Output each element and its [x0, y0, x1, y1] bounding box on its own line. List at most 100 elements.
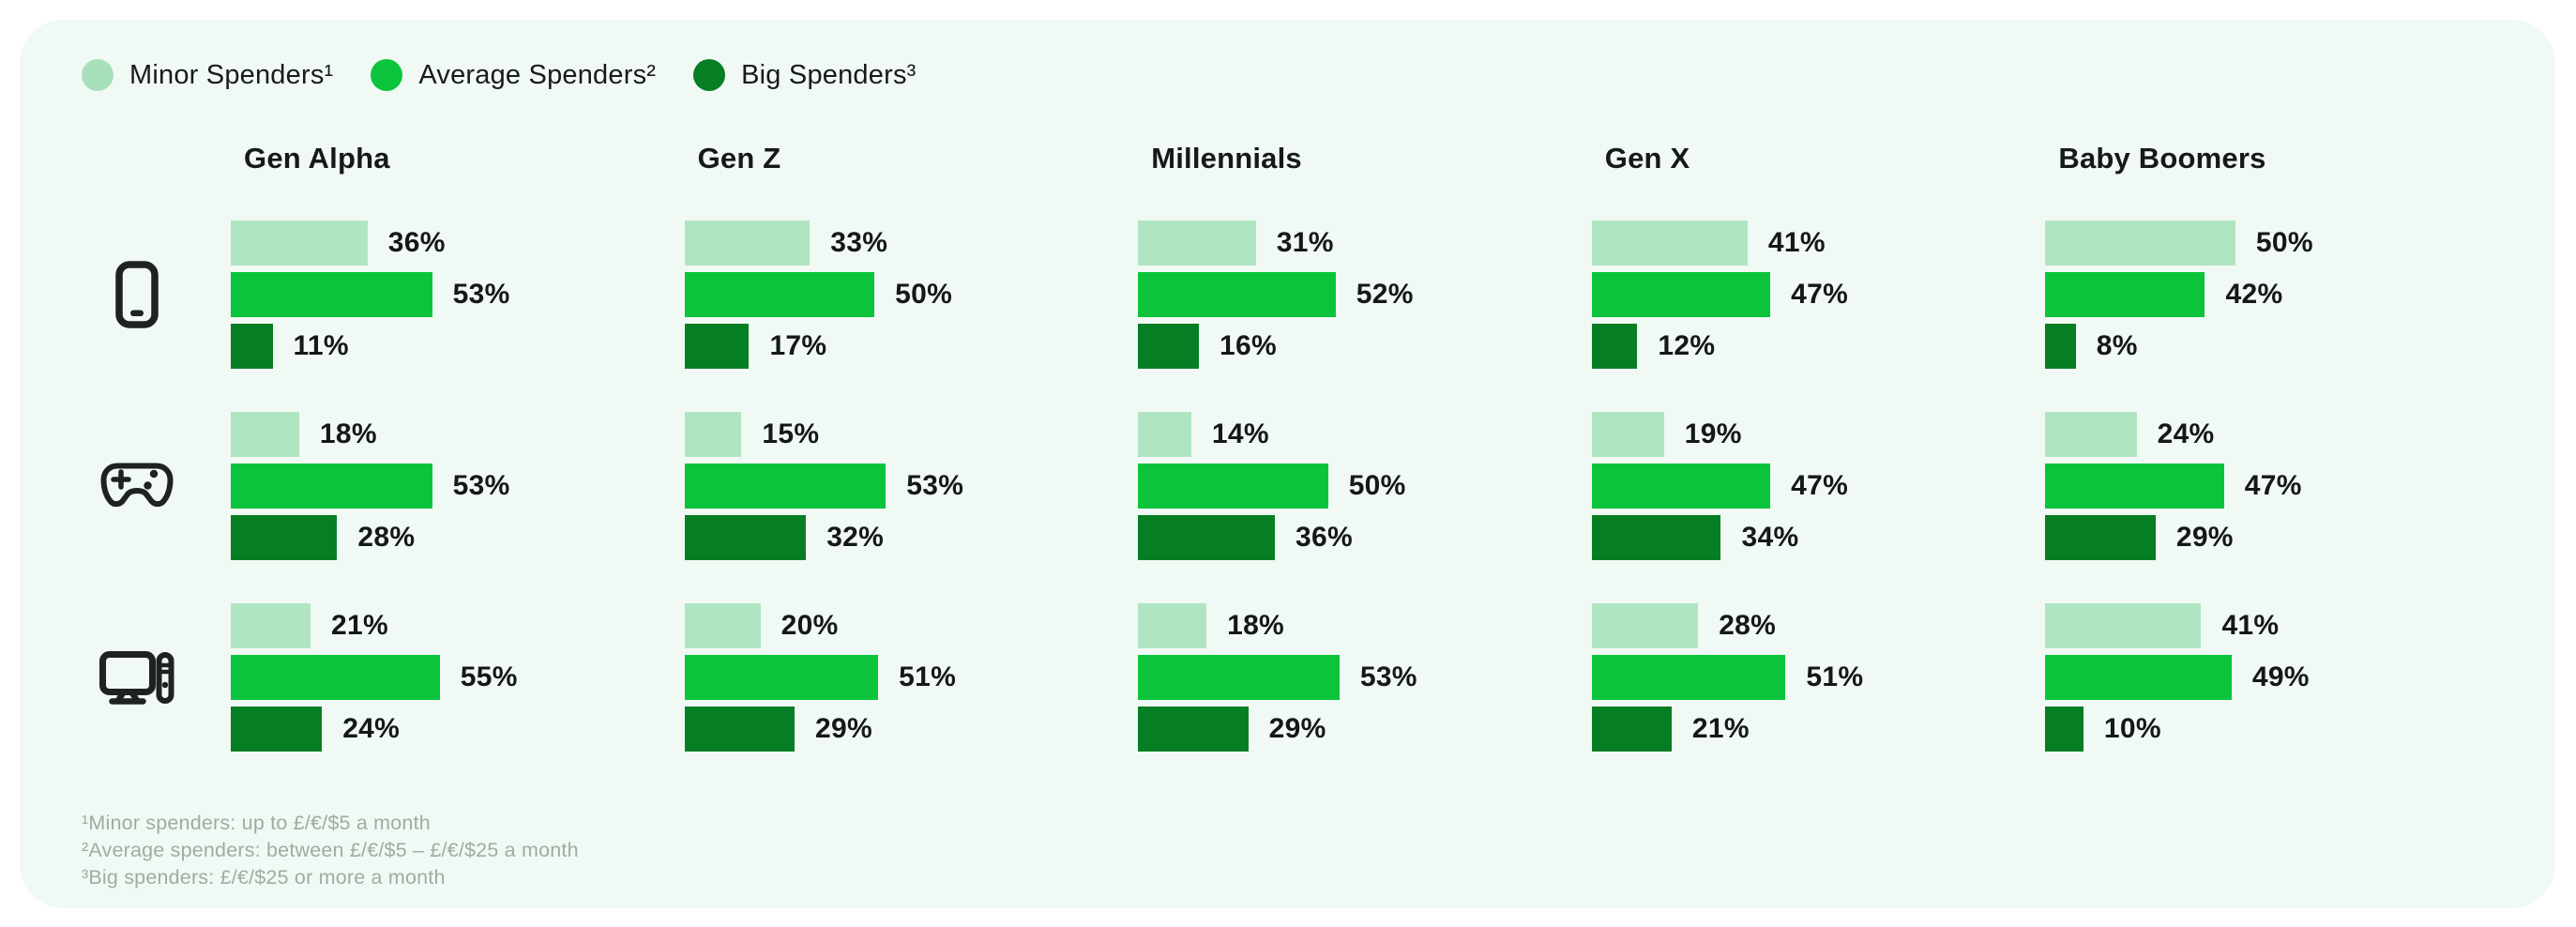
bar-average-spenders — [231, 464, 432, 509]
bar-big-spenders — [2045, 707, 2084, 752]
bar-line-big-spenders: 29% — [2045, 515, 2499, 560]
bar-value-label: 51% — [1806, 661, 1864, 692]
bar-group-game-controller-gen-x: 19% 47% 34% — [1591, 412, 2046, 560]
bar-minor-spenders — [1591, 412, 1664, 457]
bar-line-average-spenders: 47% — [2045, 464, 2499, 509]
legend-item-big-spenders: Big Spenders³ — [693, 59, 916, 91]
average-spenders-dot-icon — [371, 59, 403, 91]
bar-value-label: 29% — [815, 713, 872, 744]
bar-line-minor-spenders: 50% — [2045, 220, 2499, 266]
footnotes: ¹Minor spenders: up to £/€/$5 a month ²A… — [82, 810, 2499, 891]
bar-value-label: 42% — [2225, 279, 2283, 310]
bar-minor-spenders — [684, 412, 742, 457]
bar-group-mobile-phone-baby-boomers: 50% 42% 8% — [2045, 220, 2499, 369]
bar-average-spenders — [1138, 272, 1336, 317]
bar-line-average-spenders: 51% — [1591, 655, 2046, 700]
bar-line-average-spenders: 53% — [231, 272, 685, 317]
bar-value-label: 18% — [1227, 610, 1285, 641]
bar-minor-spenders — [2045, 220, 2235, 266]
bar-average-spenders — [1591, 272, 1771, 317]
bar-average-spenders — [1138, 655, 1340, 700]
bar-line-minor-spenders: 41% — [2045, 603, 2499, 648]
bar-line-average-spenders: 53% — [684, 464, 1139, 509]
bar-big-spenders — [1138, 515, 1275, 560]
column-header-gen-x: Gen X — [1604, 142, 1690, 175]
bar-line-big-spenders: 32% — [684, 515, 1139, 560]
bar-value-label: 16% — [1219, 330, 1277, 361]
device-rows: 36% 53% 11% 33% 50% 17% 31% 52% 16% 41% 47% 12% 50% 4… — [82, 220, 2499, 752]
bar-line-minor-spenders: 15% — [684, 412, 1139, 457]
bar-value-label: 34% — [1741, 522, 1799, 553]
bar-big-spenders — [684, 707, 796, 752]
big-spenders-dot-icon — [693, 59, 726, 91]
bar-line-average-spenders: 53% — [1138, 655, 1592, 700]
bar-value-label: 18% — [319, 418, 377, 449]
bar-average-spenders — [2045, 272, 2205, 317]
bar-group-game-controller-gen-z: 15% 53% 32% — [684, 412, 1139, 560]
bar-value-label: 21% — [1691, 713, 1750, 744]
bar-big-spenders — [1591, 707, 1672, 752]
bar-minor-spenders — [2045, 603, 2202, 648]
bar-average-spenders — [231, 655, 440, 700]
footnote-minor-spenders: ¹Minor spenders: up to £/€/$5 a month — [82, 812, 431, 834]
bar-value-label: 17% — [769, 330, 827, 361]
bar-minor-spenders — [1138, 220, 1256, 266]
footnote-average-spenders: ²Average spenders: between £/€/$5 – £/€/… — [82, 839, 579, 861]
bar-big-spenders — [684, 324, 750, 369]
legend-item-average-spenders: Average Spenders² — [371, 59, 656, 91]
bar-group-desktop-computer-gen-alpha: 21% 55% 24% — [231, 603, 685, 752]
bar-line-average-spenders: 42% — [2045, 272, 2499, 317]
bar-minor-spenders — [231, 220, 368, 266]
bar-line-minor-spenders: 36% — [231, 220, 685, 266]
column-header-millennials: Millennials — [1151, 142, 1302, 175]
bar-group-mobile-phone-millennials: 31% 52% 16% — [1138, 220, 1592, 369]
bar-line-average-spenders: 50% — [1138, 464, 1592, 509]
bar-line-average-spenders: 49% — [2045, 655, 2499, 700]
device-row-game-controller: 18% 53% 28% 15% 53% 32% 14% 50% 36% 19% 47% 34% 24% 4… — [82, 412, 2499, 560]
minor-spenders-dot-icon — [82, 59, 114, 91]
bar-line-average-spenders: 47% — [1591, 464, 2046, 509]
bar-group-game-controller-millennials: 14% 50% 36% — [1138, 412, 1592, 560]
bar-big-spenders — [1138, 324, 1199, 369]
bar-value-label: 36% — [387, 227, 446, 258]
bar-minor-spenders — [231, 412, 299, 457]
bar-value-label: 47% — [1791, 279, 1849, 310]
legend-label: Minor Spenders¹ — [129, 59, 334, 90]
bar-value-label: 53% — [1359, 661, 1417, 692]
bar-line-minor-spenders: 24% — [2045, 412, 2499, 457]
bar-value-label: 52% — [1356, 279, 1414, 310]
bar-average-spenders — [684, 655, 879, 700]
bar-value-label: 53% — [452, 470, 510, 501]
bar-value-label: 11% — [293, 330, 349, 361]
bar-value-label: 49% — [2251, 661, 2310, 692]
legend-item-minor-spenders: Minor Spenders¹ — [82, 59, 333, 91]
bar-line-minor-spenders: 14% — [1138, 412, 1592, 457]
bar-minor-spenders — [2045, 412, 2137, 457]
bar-group-desktop-computer-gen-z: 20% 51% 29% — [684, 603, 1139, 752]
bar-line-minor-spenders: 18% — [1138, 603, 1592, 648]
spending-by-generation-chart: Gen Alpha Gen Z Millennials Gen X Baby B… — [82, 142, 2499, 752]
bar-group-mobile-phone-gen-z: 33% 50% 17% — [684, 220, 1139, 369]
bar-group-game-controller-baby-boomers: 24% 47% 29% — [2045, 412, 2499, 560]
desktop-computer-icon — [82, 650, 231, 705]
bar-big-spenders — [1591, 324, 1638, 369]
bar-line-average-spenders: 47% — [1591, 272, 2046, 317]
bar-value-label: 28% — [1719, 610, 1777, 641]
bar-average-spenders — [1591, 464, 1771, 509]
bar-minor-spenders — [1138, 603, 1207, 648]
bar-value-label: 20% — [780, 610, 839, 641]
bar-value-label: 36% — [1295, 522, 1353, 553]
bar-average-spenders — [1138, 464, 1328, 509]
bar-value-label: 53% — [906, 470, 964, 501]
bar-value-label: 50% — [895, 279, 953, 310]
bar-value-label: 41% — [2221, 610, 2280, 641]
bar-line-big-spenders: 17% — [684, 324, 1139, 369]
bar-line-big-spenders: 28% — [231, 515, 685, 560]
bar-line-big-spenders: 24% — [231, 707, 685, 752]
bar-value-label: 47% — [2244, 470, 2302, 501]
bar-value-label: 51% — [899, 661, 957, 692]
column-header-gen-alpha: Gen Alpha — [244, 142, 390, 175]
column-header-gen-z: Gen Z — [697, 142, 781, 175]
bar-minor-spenders — [684, 603, 761, 648]
bar-minor-spenders — [1591, 220, 1748, 266]
